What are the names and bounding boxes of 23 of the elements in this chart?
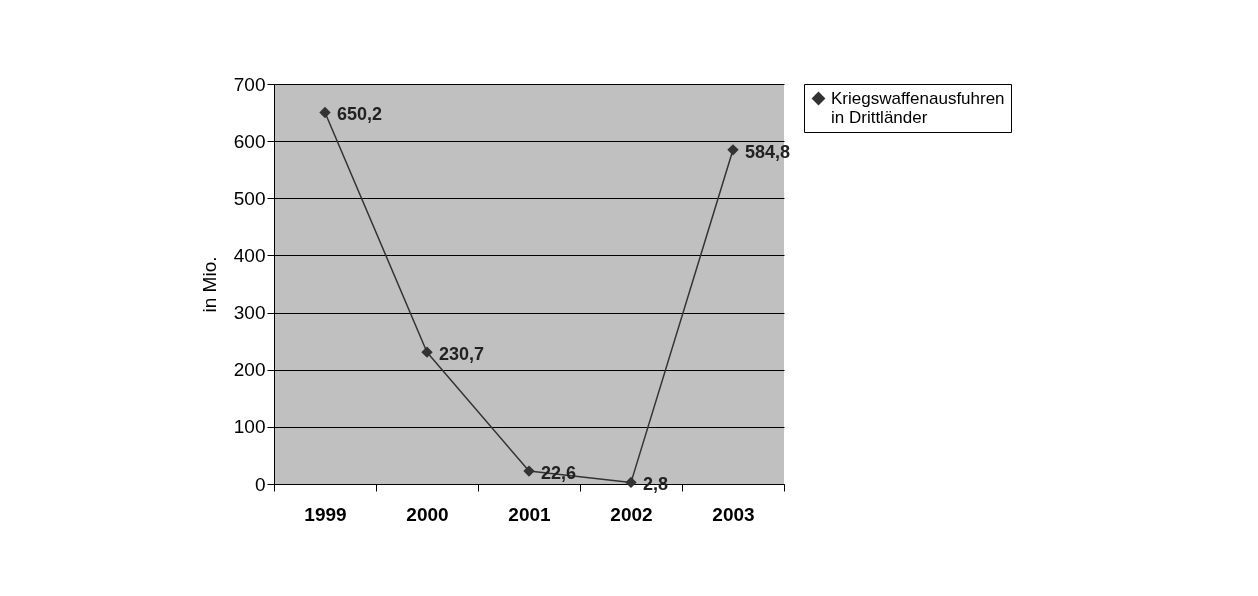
data-label: 584,8 [745, 141, 791, 162]
y-tick-label: 500 [233, 187, 266, 209]
x-tick-label: 2003 [712, 503, 755, 525]
x-tick-label: 2001 [508, 503, 552, 525]
point [625, 476, 637, 489]
y-tick-label: 700 [233, 73, 266, 95]
point [523, 465, 535, 477]
y-tick-label: 100 [233, 416, 266, 438]
y-axis-title: in Mio. [198, 256, 220, 313]
y-tick-label: 400 [233, 244, 266, 266]
point [421, 346, 433, 358]
x-tick-label: 2000 [406, 503, 449, 525]
point [727, 144, 739, 156]
x-tick-label: 2002 [610, 503, 653, 525]
data-label: 650,2 [337, 104, 383, 125]
legend-label: Kriegswaffenausfuhren in Drittländer [831, 88, 1005, 127]
point [319, 106, 331, 119]
y-tick-label: 300 [233, 302, 266, 324]
y-tick-label: 0 [254, 473, 266, 495]
data-label: 230,7 [439, 344, 485, 365]
y-tick-label: 600 [233, 130, 266, 152]
y-tick-label: 200 [233, 359, 266, 381]
x-tick-label: 1999 [304, 503, 347, 525]
